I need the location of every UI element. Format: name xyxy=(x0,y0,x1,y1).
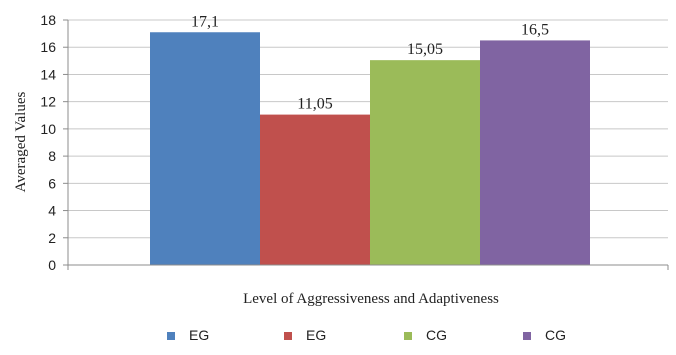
legend-label: CG xyxy=(545,327,566,343)
y-tick-label: 16 xyxy=(40,39,56,55)
bar-3 xyxy=(370,60,480,266)
legend-label: EG xyxy=(189,327,209,343)
y-tick-label: 4 xyxy=(48,203,56,219)
data-label: 16,5 xyxy=(521,21,549,38)
data-labels: 17,1 11,05 15,05 16,5 xyxy=(191,13,549,112)
legend-label: CG xyxy=(426,327,447,343)
y-tick-label: 14 xyxy=(40,66,56,82)
y-tick-label: 6 xyxy=(48,175,56,191)
bar-4 xyxy=(480,40,590,265)
bar-2 xyxy=(260,114,370,265)
legend-swatch xyxy=(404,332,412,340)
legend: EG EG CG CG xyxy=(167,327,566,343)
y-axis-title: Averaged Values xyxy=(13,92,29,193)
data-label: 17,1 xyxy=(191,13,219,30)
data-label: 15,05 xyxy=(407,41,443,58)
bar-1 xyxy=(150,32,260,265)
y-tick-label: 10 xyxy=(40,121,56,137)
legend-label: EG xyxy=(306,327,326,343)
data-label: 11,05 xyxy=(297,96,332,113)
y-tick-label: 2 xyxy=(48,230,56,246)
y-tick-label: 12 xyxy=(40,94,56,110)
legend-swatch xyxy=(167,332,175,340)
legend-swatch xyxy=(284,332,292,340)
y-axis-ticks: 0 2 4 6 8 10 12 14 16 18 xyxy=(40,12,56,273)
y-tick-label: 8 xyxy=(48,148,56,164)
x-axis-title: Level of Aggressiveness and Adaptiveness xyxy=(243,291,499,307)
bars xyxy=(150,32,590,266)
y-tick-label: 0 xyxy=(48,257,56,273)
y-tick-label: 18 xyxy=(40,12,56,28)
legend-swatch xyxy=(523,332,531,340)
